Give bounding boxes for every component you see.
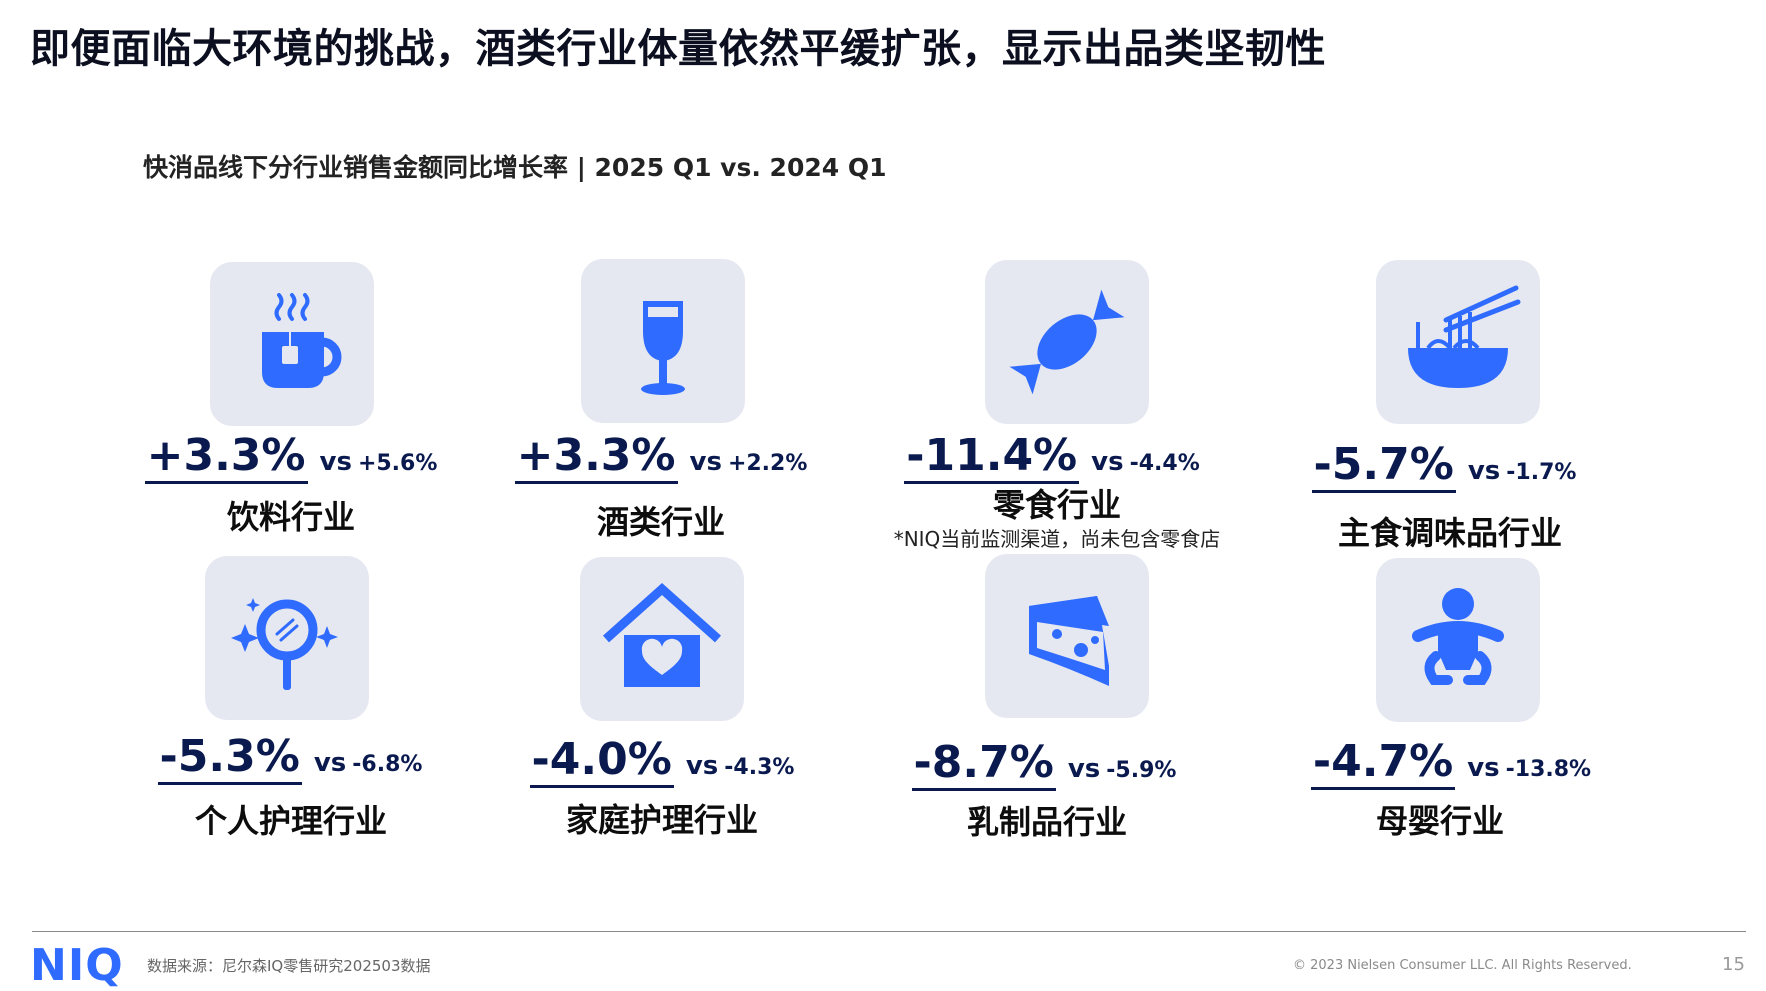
chart-subtitle: 快消品线下分行业销售金额同比增长率 | 2025 Q1 vs. 2024 Q1 — [143, 153, 887, 182]
tile-staple — [1376, 260, 1540, 424]
copyright: © 2023 Nielsen Consumer LLC. All Rights … — [1293, 958, 1632, 973]
tile-home-care — [580, 557, 744, 721]
prior-rate: -1.7% — [1506, 460, 1577, 485]
growth-rate: -5.7% — [1311, 440, 1456, 494]
prior-rate: +5.6% — [357, 451, 438, 476]
category-label: 个人护理行业 — [194, 802, 387, 840]
growth-rate: +3.3% — [144, 431, 308, 485]
prior-rate: -4.4% — [1129, 451, 1200, 476]
stat-personal-care: -5.3% vs -6.8% — [40, 732, 540, 786]
growth-rate: -4.0% — [529, 735, 674, 789]
category-label: 主食调味品行业 — [1337, 514, 1562, 552]
prior-rate: -6.8% — [352, 752, 423, 777]
stat-dairy: -8.7% vs -5.9% — [794, 738, 1294, 792]
growth-rate: -8.7% — [911, 738, 1056, 792]
cheese-icon — [1029, 596, 1109, 686]
vs-label: vs — [685, 751, 719, 781]
tile-baby — [1376, 558, 1540, 722]
category-label: 家庭护理行业 — [565, 801, 758, 839]
footer-divider — [32, 931, 1746, 932]
niq-logo: NIQ — [30, 940, 124, 991]
mirror-sparkle-icon — [231, 598, 338, 690]
candy-icon — [1009, 289, 1125, 395]
vs-label: vs — [1091, 447, 1124, 477]
stat-beverage: +3.3% vs +5.6% — [41, 431, 541, 485]
vs-label: vs — [319, 447, 352, 477]
tile-personal-care — [205, 556, 369, 720]
prior-rate: -4.3% — [724, 755, 795, 780]
vs-label: vs — [1467, 753, 1500, 783]
baby-icon — [1412, 588, 1504, 685]
tile-dairy — [985, 554, 1149, 718]
prior-rate: -13.8% — [1505, 757, 1592, 782]
footnote: *NIQ当前监测渠道，尚未包含零食店 — [893, 527, 1221, 551]
growth-rate: +3.3% — [514, 431, 678, 485]
tile-snack — [985, 260, 1149, 424]
page-number: 15 — [1722, 954, 1745, 975]
noodle-bowl-icon — [1408, 285, 1521, 388]
stat-home-care: -4.0% vs -4.3% — [412, 735, 912, 789]
growth-rate: -11.4% — [904, 431, 1080, 485]
data-source: 数据来源：尼尔森IQ零售研究202503数据 — [147, 957, 431, 975]
vs-label: vs — [689, 447, 722, 477]
stat-staple: -5.7% vs -1.7% — [1194, 440, 1694, 494]
growth-rate: -5.3% — [157, 732, 302, 786]
growth-rate: -4.7% — [1310, 737, 1456, 791]
category-label: 零食行业 — [992, 486, 1121, 524]
prior-rate: -5.9% — [1106, 758, 1177, 783]
tile-beverage — [210, 262, 374, 426]
prior-rate: +2.2% — [727, 451, 808, 476]
stat-snack: -11.4% vs -4.4% — [802, 431, 1302, 485]
stat-alcohol: +3.3% vs +2.2% — [411, 431, 911, 485]
category-label: 饮料行业 — [226, 498, 355, 536]
stat-baby: -4.7% vs -13.8% — [1201, 737, 1701, 791]
house-heart-icon — [603, 582, 721, 687]
category-label: 母婴行业 — [1375, 802, 1504, 840]
vs-label: vs — [1467, 456, 1501, 486]
vs-label: vs — [1067, 754, 1101, 784]
tile-alcohol — [581, 259, 745, 423]
category-label: 酒类行业 — [596, 503, 725, 541]
wine-glass-icon — [641, 301, 685, 395]
vs-label: vs — [313, 748, 347, 778]
page-title: 即便面临大环境的挑战，酒类行业体量依然平缓扩张，显示出品类坚韧性 — [30, 26, 1326, 72]
category-label: 乳制品行业 — [966, 803, 1127, 841]
hot-drink-cup-icon — [262, 293, 342, 388]
